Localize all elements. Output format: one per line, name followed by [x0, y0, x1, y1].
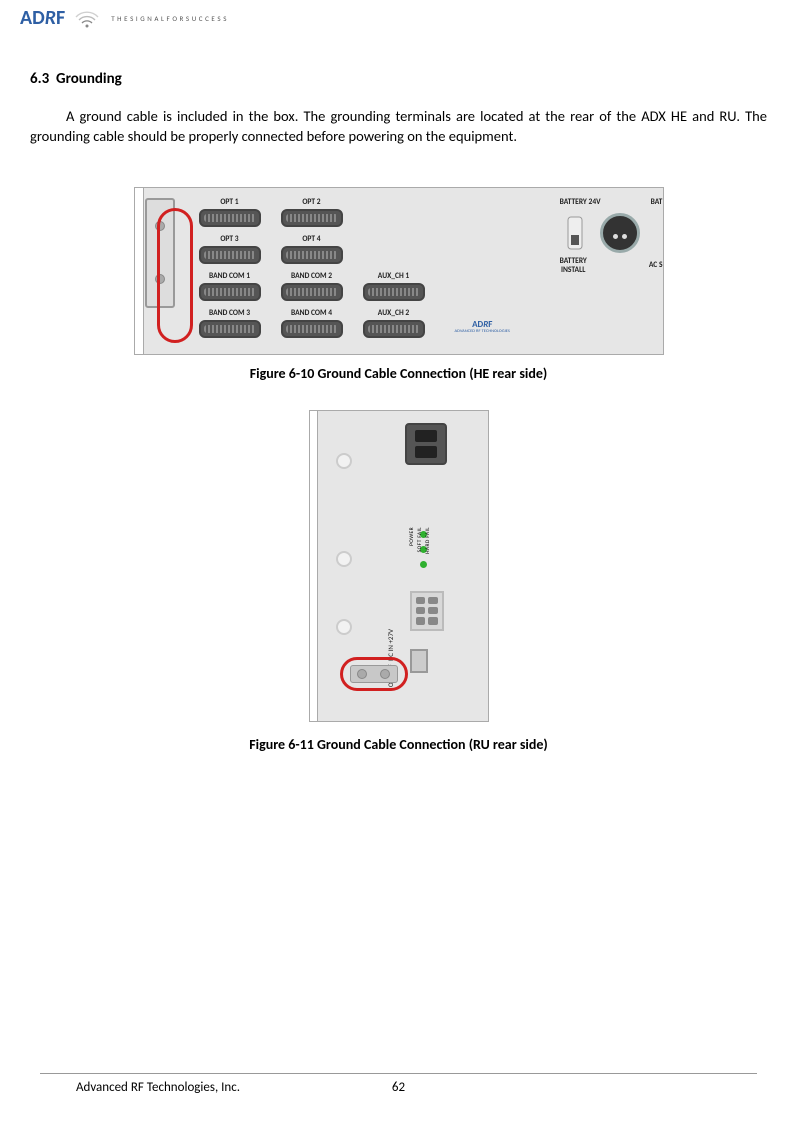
fig1-right: BATTERY 24V BAT BATTERY INSTALL AC S [560, 198, 663, 277]
body-text: A ground cable is included in the box. T… [30, 106, 767, 147]
figure-2-panel: POWER SOFT FAIL HARD FAIL ON/OFF DC IN +… [309, 410, 489, 722]
power-plug [600, 213, 640, 253]
footer: Advanced RF Technologies, Inc. 62 [40, 1073, 757, 1095]
rj45-block [405, 423, 447, 465]
figure-2-container: POWER SOFT FAIL HARD FAIL ON/OFF DC IN +… [30, 410, 767, 726]
content: 6.3 Grounding A ground cable is included… [0, 34, 797, 753]
figure-1-caption: Figure 6-10 Ground Cable Connection (HE … [30, 365, 767, 382]
figure-1-panel: OPT 1 OPT 2 OPT 3 OPT 4 BAND COM 1 BAND … [134, 187, 664, 355]
figure-1-container: OPT 1 OPT 2 OPT 3 OPT 4 BAND COM 1 BAND … [30, 187, 767, 355]
page-header: ADRF T H E S I G N A L F O R S U C C E S… [0, 0, 797, 34]
logo: ADRF T H E S I G N A L F O R S U C C E S… [20, 6, 227, 30]
dc-connector [410, 591, 444, 631]
adrf-small-logo: ADRFADVANCED RF TECHNOLOGIES [455, 320, 510, 335]
ground-terminal-he [145, 198, 175, 308]
logo-text: ADRF [20, 6, 65, 30]
connector-grid: OPT 1 OPT 2 OPT 3 OPT 4 BAND COM 1 BAND … [199, 198, 510, 346]
ground-terminal-ru [350, 665, 398, 683]
switch-icon [560, 213, 590, 253]
onoff-toggle [410, 649, 428, 673]
tagline: T H E S I G N A L F O R S U C C E S S [111, 14, 227, 23]
section-title: 6.3 Grounding [30, 70, 767, 88]
figure-2-caption: Figure 6-11 Ground Cable Connection (RU … [30, 736, 767, 753]
footer-page: 62 [392, 1080, 405, 1095]
